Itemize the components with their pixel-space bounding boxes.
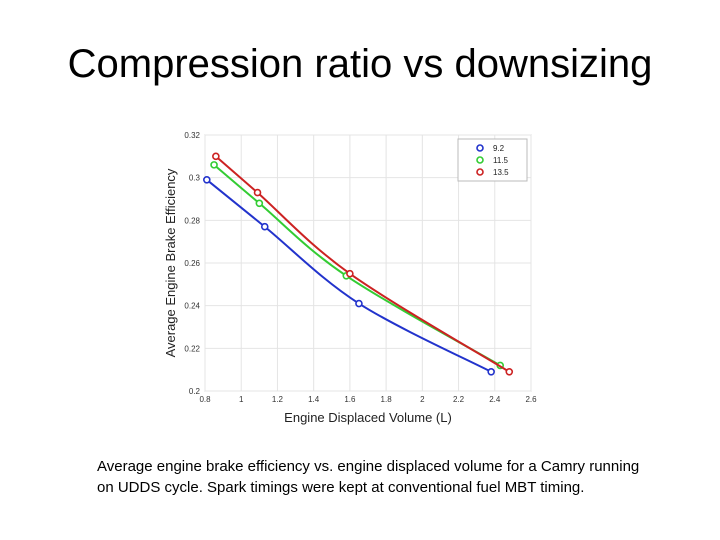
series-line-9-2 bbox=[206, 179, 492, 373]
x-tick-label: 1.4 bbox=[308, 395, 320, 404]
data-point-11-5 bbox=[255, 199, 264, 208]
data-point-13-5 bbox=[212, 152, 220, 161]
data-point-13-5 bbox=[346, 269, 354, 278]
chart-svg: 0.8 1 1.2 1.4 1.6 1.8 2 2.2 2.4 2.6 0.2 0.22 0.24 0.2… bbox=[163, 131, 537, 425]
y-tick-label: 0.32 bbox=[184, 131, 200, 140]
y-axis-label: Average Engine Brake Efficiency bbox=[163, 168, 178, 357]
y-tick-label: 0.3 bbox=[189, 174, 201, 183]
x-tick-label: 2.6 bbox=[525, 395, 537, 404]
y-tick-label: 0.28 bbox=[184, 216, 200, 225]
data-point-11-5 bbox=[210, 161, 218, 169]
legend-label: 9.2 bbox=[493, 144, 505, 153]
efficiency-chart: 0.8 1 1.2 1.4 1.6 1.8 2 2.2 2.4 2.6 0.2 0.22 0.24 0.2… bbox=[158, 128, 550, 428]
data-point-9-2 bbox=[203, 175, 211, 184]
y-tick-label: 0.26 bbox=[184, 259, 200, 268]
x-tick-label: 2 bbox=[420, 395, 425, 404]
x-tick-label: 1 bbox=[239, 395, 244, 404]
x-tick-label: 2.2 bbox=[453, 395, 465, 404]
y-tick-label: 0.22 bbox=[184, 344, 200, 353]
data-point-9-2 bbox=[487, 368, 495, 376]
x-tick-label: 2.4 bbox=[489, 395, 501, 404]
legend-label: 11.5 bbox=[493, 156, 509, 165]
legend-marker-9-2 bbox=[476, 144, 484, 152]
slide-title: Compression ratio vs downsizing bbox=[67, 42, 653, 86]
legend-label: 13.5 bbox=[493, 168, 509, 177]
series-line-13-5 bbox=[215, 155, 510, 373]
legend-marker-11-5 bbox=[476, 156, 484, 164]
chart-caption: Average engine brake efficiency vs. engi… bbox=[97, 458, 640, 496]
y-tick-label: 0.2 bbox=[189, 387, 201, 396]
y-tick-label: 0.24 bbox=[184, 302, 200, 311]
x-tick-label: 1.6 bbox=[344, 395, 356, 404]
x-tick-label: 1.8 bbox=[381, 395, 393, 404]
x-axis-label: Engine Displaced Volume (L) bbox=[284, 410, 452, 425]
data-point-9-2 bbox=[355, 299, 363, 308]
data-point-13-5 bbox=[253, 188, 262, 197]
data-point-13-5 bbox=[505, 368, 514, 376]
legend-marker-13-5 bbox=[476, 168, 484, 176]
x-tick-label: 1.2 bbox=[272, 395, 284, 404]
data-point-9-2 bbox=[260, 222, 269, 231]
legend-box bbox=[457, 138, 528, 182]
x-tick-label: 0.8 bbox=[199, 395, 211, 404]
